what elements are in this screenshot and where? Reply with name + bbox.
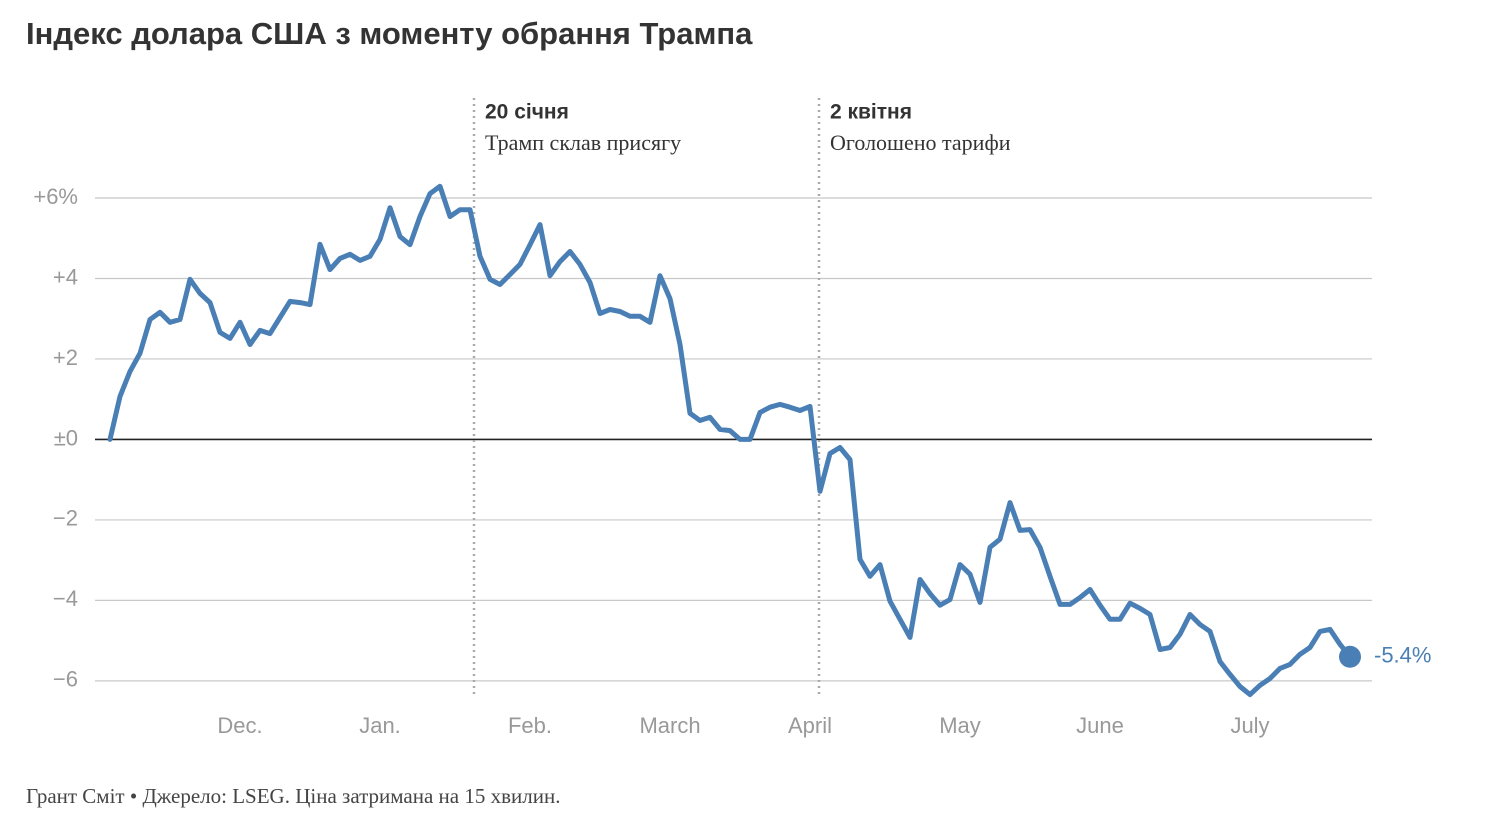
y-tick-label: −4 — [53, 586, 78, 611]
y-tick-label: +6% — [33, 184, 78, 209]
x-tick-label: June — [1076, 713, 1124, 738]
annotation-text: Трамп склав присягу — [485, 130, 681, 155]
footer: Грант Сміт • Джерело: LSEG. Ціна затрима… — [26, 784, 560, 808]
x-tick-label: Dec. — [217, 713, 262, 738]
x-tick-label: Jan. — [359, 713, 401, 738]
annotation-text: Оголошено тарифи — [830, 130, 1011, 155]
y-tick-label: +4 — [53, 264, 78, 289]
x-tick-label: March — [639, 713, 700, 738]
line — [107, 183, 1353, 698]
y-tick-label: ±0 — [54, 425, 78, 450]
annotation-title: 20 січня — [485, 101, 569, 124]
y-tick-label: −6 — [53, 667, 78, 692]
value-label: -5.4% — [1374, 643, 1431, 668]
x-tick-label: Feb. — [508, 713, 552, 738]
y-tick-label: −2 — [53, 506, 78, 531]
x-tick-label: July — [1230, 713, 1269, 738]
end-dot — [1339, 645, 1361, 668]
y-tick-label: +2 — [53, 345, 78, 370]
chart-title: Індекс долара США з моменту обрання Трам… — [26, 16, 753, 51]
x-tick-label: April — [788, 713, 832, 738]
annotation-title: 2 квітня — [830, 101, 912, 124]
x-tick-label: May — [939, 713, 981, 738]
